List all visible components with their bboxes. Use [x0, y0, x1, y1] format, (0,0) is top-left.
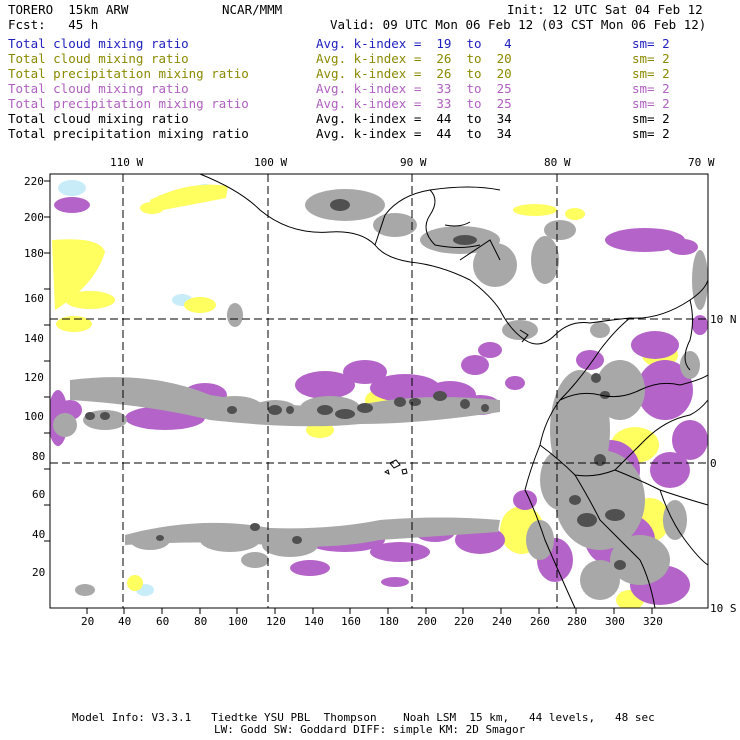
x-tick-label: 120: [266, 615, 286, 628]
x-tick-label: 160: [341, 615, 361, 628]
coastlines: [199, 174, 708, 608]
y-axis: [44, 180, 50, 542]
lon-label: 70 W: [688, 156, 715, 169]
legend-smoothing: sm= 2: [632, 126, 670, 141]
y-tick-label: 180: [24, 247, 44, 260]
model-info: Model Info: V3.3.1 Tiedtke YSU PBL Thomp…: [72, 711, 655, 724]
legend-field: Total precipitation mixing ratio: [8, 126, 249, 141]
lon-label: 100 W: [254, 156, 287, 169]
lat-label: 10 S: [710, 602, 737, 615]
legend-field: Total cloud mixing ratio: [8, 36, 189, 51]
x-tick-label: 280: [567, 615, 587, 628]
x-tick-label: 320: [643, 615, 663, 628]
x-tick-label: 260: [530, 615, 550, 628]
lat-label: 10 N: [710, 313, 737, 326]
legend-smoothing: sm= 2: [632, 66, 670, 81]
x-axis: [86, 608, 653, 614]
y-tick-label: 120: [24, 371, 44, 384]
graticule: [50, 174, 708, 608]
dark-cloud-cores: [85, 199, 626, 570]
x-tick-label: 240: [492, 615, 512, 628]
y-tick-label: 160: [24, 292, 44, 305]
legend-smoothing: sm= 2: [632, 36, 670, 51]
x-tick-label: 300: [605, 615, 625, 628]
forecast-hour: Fcst: 45 h: [8, 17, 99, 32]
x-tick-label: 180: [379, 615, 399, 628]
legend-smoothing: sm= 2: [632, 51, 670, 66]
legend-field: Total cloud mixing ratio: [8, 81, 189, 96]
y-tick-label: 220: [24, 175, 44, 188]
valid-time: Valid: 09 UTC Mon 06 Feb 12 (03 CST Mon …: [330, 17, 707, 32]
legend-row: Total precipitation mixing ratio Avg. k-…: [8, 96, 670, 171]
legend-row: Total precipitation mixing ratio Avg. k-…: [8, 126, 670, 201]
yellow-cloud-regions: [52, 184, 678, 608]
lon-label: 80 W: [544, 156, 571, 169]
legend-row: Total cloud mixing ratio Avg. k-index = …: [8, 81, 670, 156]
model-title: TORERO 15km ARW: [8, 2, 129, 17]
legend-field: Total cloud mixing ratio: [8, 51, 189, 66]
lon-label: 90 W: [400, 156, 427, 169]
legend-index: Avg. k-index = 26 to 20: [316, 51, 512, 66]
y-tick-label: 20: [32, 566, 45, 579]
map-frame: [49, 173, 709, 609]
legend-smoothing: sm= 2: [632, 111, 670, 126]
legend-index: Avg. k-index = 44 to 34: [316, 126, 512, 141]
x-tick-label: 20: [81, 615, 94, 628]
legend-row: Total cloud mixing ratio Avg. k-index = …: [8, 36, 670, 111]
legend-index: Avg. k-index = 33 to 25: [316, 81, 512, 96]
legend-field: Total precipitation mixing ratio: [8, 96, 249, 111]
map-field: [50, 174, 708, 608]
lat-label: 0: [710, 457, 717, 470]
y-tick-label: 60: [32, 488, 45, 501]
organization: NCAR/MMM: [222, 2, 283, 17]
legend-index: Avg. k-index = 44 to 34: [316, 111, 512, 126]
legend-smoothing: sm= 2: [632, 81, 670, 96]
legend-field: Total cloud mixing ratio: [8, 111, 189, 126]
legend-row: Total cloud mixing ratio Avg. k-index = …: [8, 111, 670, 186]
y-tick-label: 40: [32, 528, 45, 541]
y-tick-label: 200: [24, 211, 44, 224]
x-tick-label: 220: [454, 615, 474, 628]
physics-info: LW: Godd SW: Goddard DIFF: simple KM: 2D…: [214, 723, 526, 736]
legend-row: Total precipitation mixing ratio Avg. k-…: [8, 66, 670, 141]
legend-smoothing: sm= 2: [632, 96, 670, 111]
x-tick-label: 40: [118, 615, 131, 628]
init-time: Init: 12 UTC Sat 04 Feb 12: [507, 2, 703, 17]
x-tick-label: 80: [194, 615, 207, 628]
legend-index: Avg. k-index = 26 to 20: [316, 66, 512, 81]
legend-index: Avg. k-index = 33 to 25: [316, 96, 512, 111]
x-tick-label: 140: [304, 615, 324, 628]
legend-field: Total precipitation mixing ratio: [8, 66, 249, 81]
legend-index: Avg. k-index = 19 to 4: [316, 36, 512, 51]
gray-cloud-regions: [53, 189, 708, 600]
y-tick-label: 100: [24, 410, 44, 423]
legend-row: Total cloud mixing ratio Avg. k-index = …: [8, 51, 670, 126]
x-tick-label: 200: [417, 615, 437, 628]
lon-label: 110 W: [110, 156, 143, 169]
y-tick-label: 140: [24, 332, 44, 345]
y-tick-label: 80: [32, 450, 45, 463]
x-tick-label: 60: [156, 615, 169, 628]
x-tick-label: 100: [228, 615, 248, 628]
